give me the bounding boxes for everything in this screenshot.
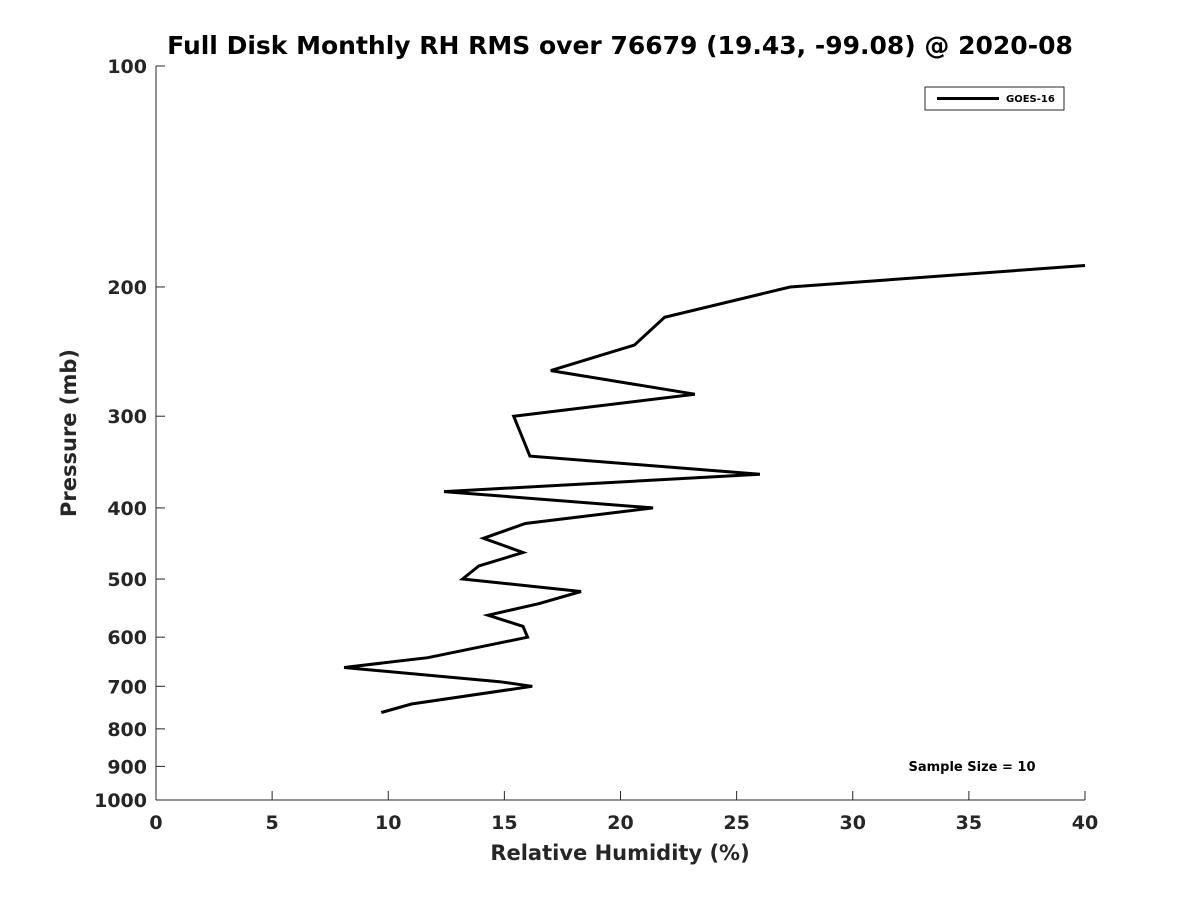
y-tick-label: 600 xyxy=(107,627,147,649)
y-axis-label: Pressure (mb) xyxy=(57,349,81,517)
y-tick-label: 700 xyxy=(107,676,147,698)
y-tick-label: 800 xyxy=(107,719,147,741)
y-tick-label: 1000 xyxy=(94,790,147,812)
y-tick-label: 200 xyxy=(107,277,147,299)
x-axis-label: Relative Humidity (%) xyxy=(490,841,749,865)
y-tick-label: 400 xyxy=(107,498,147,520)
y-tick-label: 100 xyxy=(107,56,147,78)
axes: 0 5 10 15 20 25 30 35 40 100 200 300 400 500 600 700 80… xyxy=(94,56,1098,834)
series-layer xyxy=(343,264,1086,714)
legend-label-goes-16: GOES-16 xyxy=(1006,94,1055,105)
y-tick-label: 500 xyxy=(107,569,147,591)
x-tick-label: 15 xyxy=(491,812,517,834)
sample-size-annotation: Sample Size = 10 xyxy=(908,760,1035,775)
y-tick-label: 900 xyxy=(107,756,147,778)
y-ticks: 100 200 300 400 500 600 700 800 900 1000 xyxy=(94,56,165,812)
x-tick-label: 5 xyxy=(266,812,279,834)
x-tick-label: 20 xyxy=(607,812,633,834)
x-tick-label: 0 xyxy=(149,812,162,834)
x-ticks: 0 5 10 15 20 25 30 35 40 xyxy=(149,791,1098,834)
x-tick-label: 40 xyxy=(1072,812,1098,834)
series-line-goes-16 xyxy=(343,264,1086,714)
x-tick-label: 30 xyxy=(840,812,866,834)
x-tick-label: 35 xyxy=(956,812,982,834)
y-tick-label: 300 xyxy=(107,406,147,428)
legend: GOES-16 xyxy=(924,86,1065,111)
x-tick-label: 25 xyxy=(723,812,749,834)
x-tick-label: 10 xyxy=(375,812,401,834)
chart-title: Full Disk Monthly RH RMS over 76679 (19.… xyxy=(167,31,1073,60)
